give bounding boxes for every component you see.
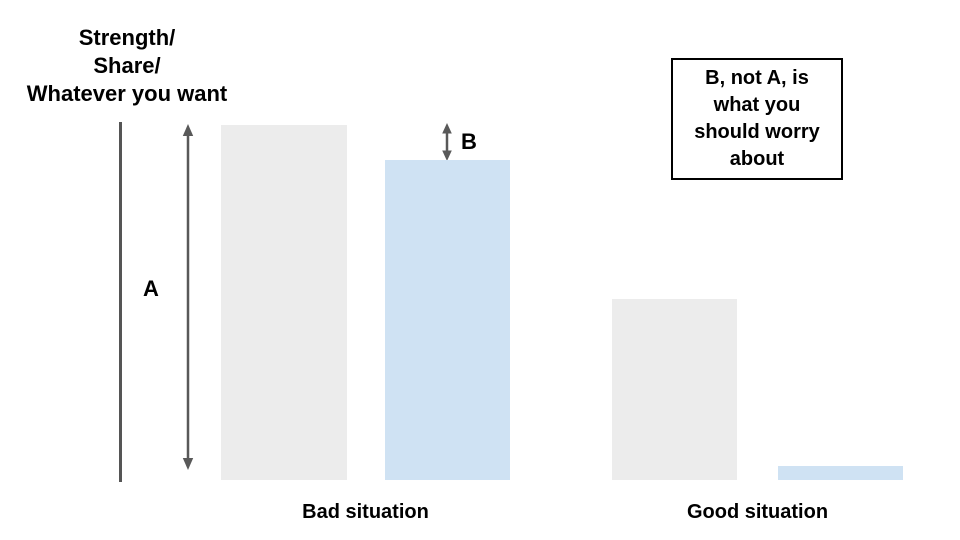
bar-bad-gray (221, 125, 347, 480)
category-label-bad: Bad situation (302, 501, 429, 523)
category-label-good: Good situation (686, 501, 829, 523)
callout-text: B, not A, is what you should worry about (694, 67, 820, 170)
y-axis-line (119, 122, 122, 482)
bar-good-blue (778, 466, 903, 480)
bar-bad-blue (385, 160, 510, 480)
y-axis-title: Strength/ Share/ Whatever you want (26, 25, 228, 106)
a-label: A (143, 276, 159, 301)
callout-box: B, not A, is what you should worry about (671, 58, 843, 180)
bar-good-gray (612, 299, 737, 480)
b-gap-double-arrow-icon (442, 123, 452, 161)
a-range-double-arrow-icon (182, 124, 194, 470)
b-label: B (461, 129, 477, 154)
